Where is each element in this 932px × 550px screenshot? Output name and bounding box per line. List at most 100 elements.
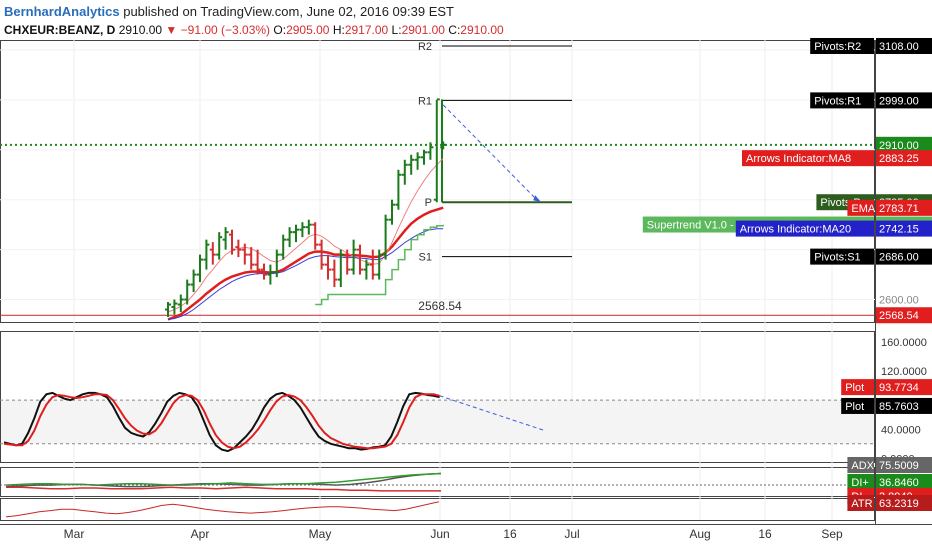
pane-border bbox=[0, 467, 875, 497]
price-tag-label-box bbox=[810, 92, 874, 109]
price-tag-label-box bbox=[810, 37, 874, 54]
adx-price-tag: 36.8460 DI+ bbox=[847, 474, 932, 490]
price-tag-box bbox=[876, 379, 932, 396]
ohlc-bar bbox=[337, 249, 344, 288]
ohlc-bar bbox=[414, 152, 421, 170]
price-tag-label: Arrows Indicator:MA8 bbox=[746, 153, 851, 165]
ohlc-bar bbox=[408, 154, 415, 175]
close-label: C: bbox=[448, 23, 461, 37]
x-tick-label: 16 bbox=[758, 527, 772, 541]
price-tag-label: EMA bbox=[851, 203, 876, 215]
price-tag-label: Plot bbox=[845, 401, 864, 413]
close-value: 2910.00 bbox=[460, 23, 504, 37]
ohlc-line: CHXEUR:BEANZ, D 2910.00 ▼ −91.00 (−3.03%… bbox=[4, 23, 504, 37]
price-tag-label: Pivots:R1 bbox=[814, 95, 861, 107]
symbol-label[interactable]: CHXEUR:BEANZ, D bbox=[4, 23, 116, 37]
price-tag-box bbox=[876, 220, 932, 237]
ohlc-bar bbox=[190, 269, 197, 293]
x-tick-label: Sep bbox=[821, 527, 843, 541]
price-tag-box bbox=[876, 291, 932, 308]
price-tag-value: 36.8460 bbox=[879, 477, 919, 489]
ohlc-bar bbox=[376, 249, 383, 280]
x-tick-label: Aug bbox=[689, 527, 710, 541]
down-arrow-icon: ▼ bbox=[165, 23, 178, 37]
price-tag-value: 2999.00 bbox=[879, 95, 919, 107]
series-line-ema bbox=[167, 206, 444, 321]
main-price-tag: 2686.00 Pivots:S1 bbox=[810, 248, 932, 265]
ohlc-bar bbox=[325, 254, 331, 280]
price-tag-label-box bbox=[847, 495, 874, 511]
ohlc-bar bbox=[235, 239, 242, 258]
ohlc-bar bbox=[331, 259, 338, 288]
price-tag-label-box bbox=[847, 474, 874, 490]
publish-line: BernhardAnalytics published on TradingVi… bbox=[4, 4, 454, 19]
price-tag-box bbox=[876, 397, 932, 414]
price-tag-box bbox=[876, 474, 932, 490]
price-tag-label: Plot bbox=[845, 382, 864, 394]
ohlc-bar bbox=[312, 222, 319, 250]
x-tick-label: Jul bbox=[564, 527, 579, 541]
stoch-band-fill bbox=[1, 400, 874, 444]
pane-border bbox=[0, 498, 875, 521]
last-price: 2910.00 bbox=[118, 23, 163, 37]
level-line-label: 2568.54 bbox=[418, 299, 462, 313]
price-tag-label-box bbox=[810, 248, 874, 265]
main-price-tag: 3108.00 Pivots:R2 bbox=[810, 37, 932, 54]
price-tag-label-box bbox=[847, 457, 874, 473]
ohlc-bar bbox=[318, 239, 325, 270]
price-tag-box bbox=[876, 92, 932, 109]
price-tag-label: ATR bbox=[851, 498, 872, 510]
price-tag-label: Pivots:S1 bbox=[814, 252, 860, 264]
price-tag-value: 2568.54 bbox=[879, 310, 919, 322]
ohlc-bar bbox=[369, 249, 376, 280]
atr-price-tag: 63.2319 ATR bbox=[847, 495, 932, 511]
price-change: −91.00 (−3.03%) bbox=[180, 23, 271, 37]
ohlc-bar bbox=[401, 159, 408, 185]
price-tag-label: Pivots:R2 bbox=[814, 41, 861, 53]
price-tag-box bbox=[876, 307, 932, 324]
price-tag-label-box bbox=[847, 199, 874, 216]
price-tag-value: 2742.15 bbox=[879, 224, 919, 236]
ohlc-bar bbox=[299, 222, 306, 238]
x-tick-label: Mar bbox=[64, 527, 85, 541]
price-tag-label-box bbox=[841, 397, 874, 414]
price-tag-label: Arrows Indicator:MA20 bbox=[740, 224, 851, 236]
author-link[interactable]: BernhardAnalytics bbox=[4, 4, 120, 19]
ohlc-bar bbox=[421, 149, 427, 165]
ohlc-bar bbox=[363, 259, 370, 280]
high-value: 2917.00 bbox=[344, 23, 389, 37]
ohlc-bar bbox=[184, 279, 191, 305]
ohlc-bar bbox=[216, 232, 223, 260]
price-tag-box bbox=[876, 457, 932, 473]
x-tick-label: May bbox=[309, 527, 332, 541]
x-tick-label: Jun bbox=[430, 527, 449, 541]
ohlc-bar bbox=[433, 98, 440, 203]
ohlc-bar bbox=[165, 302, 171, 318]
atr-line bbox=[5, 501, 440, 518]
pivot-label-r1: R1 bbox=[418, 95, 432, 107]
osc-price-tag: 93.7734 Plot bbox=[841, 379, 932, 396]
price-tag-value: 2600.00 bbox=[879, 295, 919, 307]
open-value: 2905.00 bbox=[286, 23, 330, 37]
ohlc-bar bbox=[395, 169, 402, 210]
ohlc-bar bbox=[241, 243, 248, 265]
x-tick-label: 16 bbox=[503, 527, 517, 541]
price-tag-box bbox=[876, 136, 932, 153]
main-price-tag: 2910.00 bbox=[876, 136, 932, 153]
ohlc-bar bbox=[203, 239, 210, 270]
price-tag-value: 2910.00 bbox=[879, 140, 919, 152]
price-tag-label: ADX bbox=[851, 460, 874, 472]
ohlc-bar bbox=[305, 219, 312, 235]
adx-line-di bbox=[6, 486, 441, 492]
chart-header: BernhardAnalytics published on TradingVi… bbox=[0, 0, 932, 40]
stoch-forecast-arrow bbox=[439, 395, 546, 432]
main-price-tag: 2568.54 bbox=[876, 307, 932, 324]
pivot-label-s1: S1 bbox=[419, 252, 432, 264]
low-label: L: bbox=[391, 23, 402, 37]
ohlc-bar bbox=[222, 227, 229, 250]
ohlc-bar bbox=[286, 227, 293, 248]
stoch-line-d bbox=[3, 393, 440, 450]
ohlc-bar bbox=[344, 249, 351, 275]
